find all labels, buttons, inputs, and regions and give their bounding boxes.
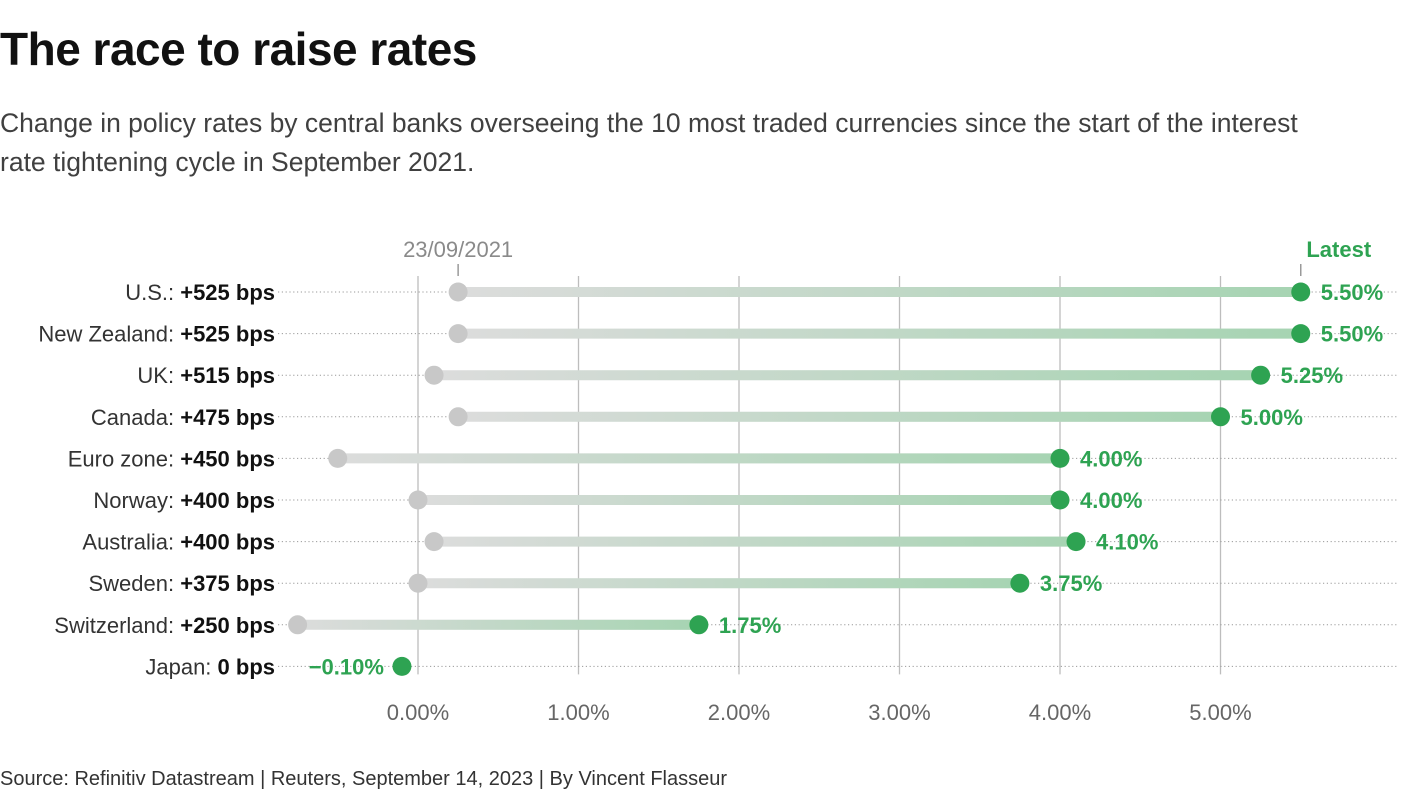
range-fill bbox=[458, 411, 1221, 422]
latest-rate-dot bbox=[1291, 282, 1311, 302]
range-fill bbox=[297, 619, 699, 630]
chart-row: UK: +515 bps 5.25% bbox=[137, 363, 1343, 388]
latest-rate-dot bbox=[1291, 324, 1311, 344]
x-tick-label: 4.00% bbox=[1029, 700, 1091, 725]
range-fill bbox=[434, 370, 1261, 381]
latest-rate-label: 1.75% bbox=[719, 613, 781, 638]
country-name: Sweden: bbox=[88, 571, 180, 596]
country-name: Switzerland: bbox=[54, 613, 180, 638]
range-fill bbox=[337, 453, 1060, 464]
latest-rate-dot bbox=[1211, 407, 1230, 427]
bps-change: +475 bps bbox=[180, 405, 275, 430]
latest-series-label: Latest bbox=[1306, 237, 1371, 262]
row-label: Canada: +475 bps bbox=[91, 405, 275, 430]
series-header-layer: 23/09/2021 Latest bbox=[403, 237, 1372, 276]
x-tick-label: 1.00% bbox=[547, 700, 609, 725]
row-label: Sweden: +375 bps bbox=[88, 571, 275, 596]
country-name: Canada: bbox=[91, 405, 180, 430]
source-note: Source: Refinitiv Datastream | Reuters, … bbox=[0, 768, 728, 790]
chart-row: Switzerland: +250 bps 1.75% bbox=[54, 613, 781, 638]
chart-row: New Zealand: +525 bps 5.50% bbox=[38, 322, 1383, 347]
start-series-label: 23/09/2021 bbox=[403, 237, 513, 262]
latest-rate-dot bbox=[392, 656, 412, 676]
range-fill bbox=[458, 287, 1301, 297]
latest-rate-dot bbox=[1251, 365, 1271, 385]
chart-title: The race to raise rates bbox=[0, 23, 477, 75]
bps-change: +400 bps bbox=[180, 488, 275, 513]
x-tick-label: 5.00% bbox=[1189, 700, 1251, 725]
start-rate-dot bbox=[448, 407, 468, 427]
chart-row: U.S.: +525 bps 5.50% bbox=[125, 280, 1383, 305]
latest-rate-label: 4.00% bbox=[1080, 488, 1142, 513]
start-rate-dot bbox=[448, 324, 468, 344]
latest-rate-dot bbox=[1050, 448, 1070, 468]
row-label: Australia: +400 bps bbox=[82, 530, 275, 555]
country-name: New Zealand: bbox=[38, 322, 180, 347]
start-rate-dot bbox=[424, 532, 444, 552]
row-label: U.S.: +525 bps bbox=[125, 280, 275, 305]
bps-change: +450 bps bbox=[180, 446, 275, 471]
latest-rate-label: −0.10% bbox=[309, 654, 384, 679]
latest-rate-label: 5.50% bbox=[1321, 322, 1383, 347]
range-fill bbox=[418, 578, 1020, 589]
row-label: Switzerland: +250 bps bbox=[54, 613, 275, 638]
row-label: Japan: 0 bps bbox=[145, 654, 275, 679]
country-name: UK: bbox=[137, 363, 180, 388]
row-label: UK: +515 bps bbox=[137, 363, 275, 388]
country-name: Japan: bbox=[145, 654, 217, 679]
range-fill bbox=[458, 328, 1301, 339]
latest-rate-label: 5.50% bbox=[1321, 280, 1383, 305]
range-fill bbox=[434, 536, 1077, 547]
latest-rate-dot bbox=[1066, 532, 1086, 552]
row-label: Euro zone: +450 bps bbox=[68, 446, 275, 471]
chart-row: Sweden: +375 bps 3.75% bbox=[88, 571, 1102, 596]
bps-change: +375 bps bbox=[180, 571, 275, 596]
chart-row: Australia: +400 bps 4.10% bbox=[82, 530, 1158, 555]
x-tick-label: 3.00% bbox=[868, 700, 930, 725]
start-rate-dot bbox=[328, 448, 348, 468]
latest-rate-dot bbox=[1050, 490, 1070, 510]
latest-rate-label: 5.00% bbox=[1241, 405, 1303, 430]
start-rate-dot bbox=[288, 615, 308, 635]
start-rate-dot bbox=[424, 365, 444, 385]
bps-change: +400 bps bbox=[180, 530, 275, 555]
chart-row: Japan: 0 bps −0.10% bbox=[145, 654, 412, 679]
row-label: Norway: +400 bps bbox=[93, 488, 275, 513]
bps-change: +525 bps bbox=[180, 322, 275, 347]
chart-row: Euro zone: +450 bps 4.00% bbox=[68, 446, 1143, 471]
bps-change: 0 bps bbox=[218, 654, 275, 679]
latest-rate-label: 3.75% bbox=[1040, 571, 1102, 596]
bps-change: +525 bps bbox=[180, 280, 275, 305]
start-rate-dot bbox=[408, 573, 428, 593]
country-name: Norway: bbox=[93, 488, 180, 513]
chart-row: Canada: +475 bps 5.00% bbox=[91, 405, 1303, 430]
country-name: U.S.: bbox=[125, 280, 180, 305]
latest-rate-label: 4.00% bbox=[1080, 446, 1142, 471]
latest-rate-label: 5.25% bbox=[1281, 363, 1343, 388]
country-name: Euro zone: bbox=[68, 446, 181, 471]
rows-layer: U.S.: +525 bps 5.50%New Zealand: +525 bps… bbox=[38, 280, 1383, 679]
x-tick-label: 2.00% bbox=[708, 700, 770, 725]
start-rate-dot bbox=[448, 282, 468, 302]
chart-subtitle: Change in policy rates by central banks … bbox=[0, 108, 1298, 177]
bps-change: +250 bps bbox=[180, 613, 275, 638]
bps-change: +515 bps bbox=[180, 363, 275, 388]
latest-rate-label: 4.10% bbox=[1096, 530, 1158, 555]
chart-row: Norway: +400 bps 4.00% bbox=[93, 488, 1142, 513]
start-rate-dot bbox=[408, 490, 428, 510]
latest-rate-dot bbox=[689, 615, 709, 635]
country-name: Australia: bbox=[82, 530, 180, 555]
range-fill bbox=[418, 495, 1060, 505]
row-label: New Zealand: +525 bps bbox=[38, 322, 275, 347]
latest-rate-dot bbox=[1010, 573, 1030, 593]
x-tick-label: 0.00% bbox=[387, 700, 449, 725]
